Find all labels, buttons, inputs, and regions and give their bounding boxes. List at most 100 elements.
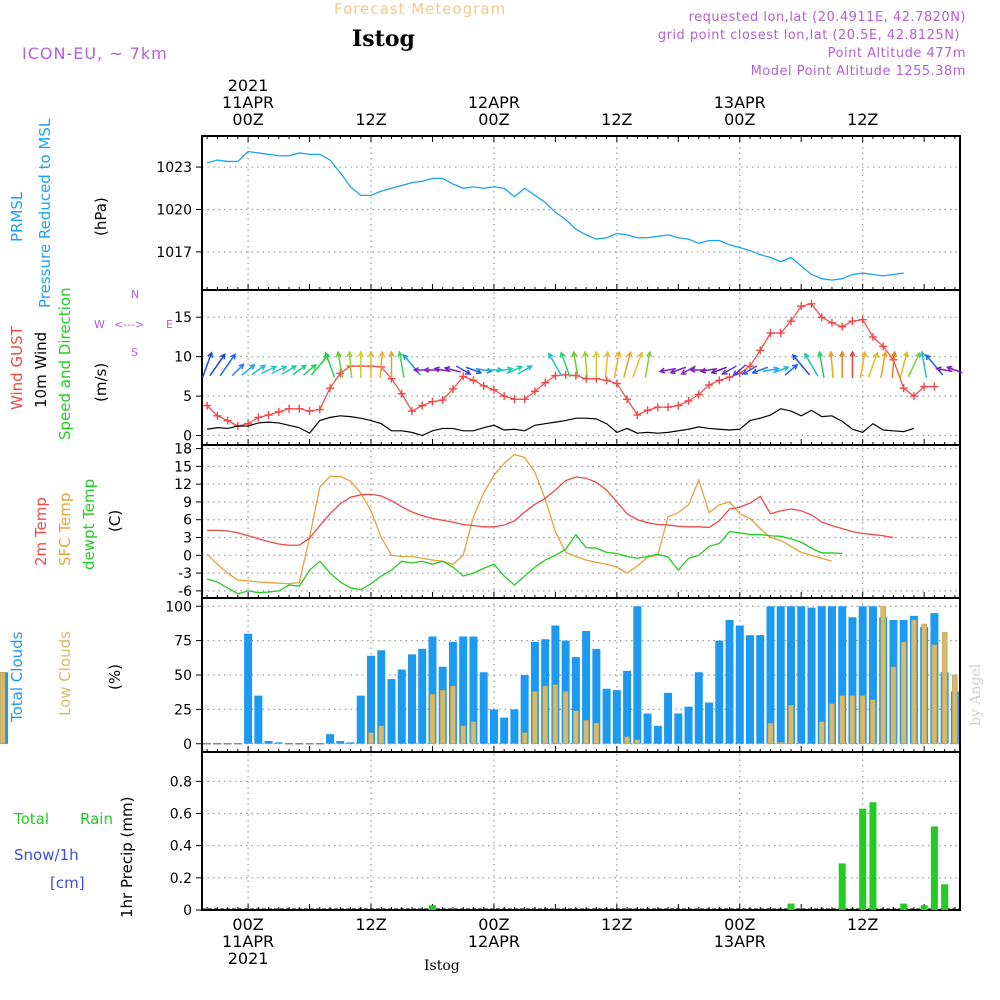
wind-arrow — [859, 350, 868, 378]
wind-arrow — [839, 350, 846, 378]
low-cloud-bar — [583, 720, 589, 744]
wind-arrow-shaft — [947, 366, 963, 374]
wind-arrow-shaft — [310, 354, 329, 376]
wind-arrow-head — [367, 350, 375, 357]
precip-ytick-label: 0.4 — [170, 839, 192, 855]
wind-arrow-head — [626, 350, 633, 358]
wind-arrow-head — [903, 350, 909, 358]
wind-arrow-head — [604, 350, 611, 357]
wind-arrow-head — [310, 363, 317, 370]
top-time-label: 00Z — [232, 110, 264, 129]
wind-arrow-head — [402, 353, 409, 361]
temperature-ytick-label: -6 — [178, 584, 192, 600]
low-cloud-bar — [624, 736, 630, 744]
precip-ytick-label: 0.2 — [170, 871, 192, 887]
precip-ytick-label: 0.8 — [170, 774, 192, 790]
temperature-ytick-label: 18 — [174, 442, 192, 458]
wind-arrow-shaft — [251, 364, 266, 376]
wind-arrow-shaft — [859, 352, 866, 378]
wind-arrow — [367, 350, 375, 378]
total-cloud-bar — [274, 742, 283, 744]
wind-arrow-shaft — [517, 365, 532, 375]
chart-title: Forecast Meteogram — [334, 0, 507, 18]
total-cloud-bar — [602, 688, 611, 744]
wind-arrow-head — [891, 350, 898, 357]
wind-arrow-head — [881, 350, 888, 358]
footer-location: Istog — [424, 958, 460, 974]
wind-arrow-head — [925, 353, 931, 361]
wind-arrow-shaft — [867, 352, 879, 378]
rain-bar — [859, 808, 867, 910]
low-cloud-bar — [880, 606, 886, 744]
location-title: Istog — [352, 26, 415, 52]
wind-arrow-head — [290, 365, 298, 371]
wind-arrow-shaft — [830, 351, 834, 379]
wind-arrow-shaft — [496, 367, 513, 373]
wind-arrow-head — [791, 353, 798, 361]
wind-arrow-shaft — [804, 353, 819, 377]
wind-arrow-shaft — [292, 364, 307, 376]
wind-arrow-shaft — [475, 367, 492, 373]
low-cloud-bar — [460, 725, 466, 744]
pressure-panel: 1017 1020 1023 — [156, 136, 960, 290]
wind-arrow — [582, 350, 589, 379]
rain-bar — [787, 903, 795, 910]
wind-arrow — [791, 353, 811, 376]
wind-rose-arrows: <---> — [114, 318, 145, 331]
total-cloud-bar — [428, 636, 437, 744]
wind-arrow-head — [732, 370, 739, 377]
wind-arrow-shaft — [880, 352, 887, 378]
total-cloud-bar — [510, 709, 519, 744]
wind-arrow — [443, 366, 461, 373]
model-altitude: Model Point Altitude 1255.38m — [750, 64, 966, 79]
total-cloud-bar — [838, 606, 847, 744]
low-cloud-bar — [378, 725, 385, 744]
rain-bar — [900, 903, 908, 910]
wind-arrow — [231, 363, 245, 377]
temperature-ytick-label: 3 — [183, 531, 192, 547]
wind-arrow-shaft — [548, 353, 563, 377]
wind-arrow-head — [397, 350, 404, 358]
wind-arrow — [593, 350, 600, 378]
wind-arrow — [644, 350, 653, 378]
top-time-label: 12Z — [601, 110, 633, 129]
wind-arrow-shaft — [784, 364, 798, 376]
rain-label-rain: Rain — [80, 810, 113, 828]
wind-arrow-head — [433, 366, 440, 373]
wind-arrow-head — [516, 365, 524, 372]
total-cloud-bar — [571, 657, 580, 744]
wind-arrow — [741, 365, 758, 375]
bottom-time-label: 12Z — [355, 915, 387, 934]
top-time-label: 12APR — [467, 93, 520, 112]
total-cloud-bar — [694, 672, 703, 744]
wind-arrow-head — [919, 350, 926, 358]
pressure-ytick-label: 1023 — [156, 160, 192, 176]
total-cloud-bar — [643, 713, 652, 744]
point-altitude: Point Altitude 477m — [827, 46, 966, 61]
wind-arrow-head — [220, 353, 226, 360]
total-cloud-bar — [735, 625, 744, 744]
rain-bar — [428, 905, 436, 910]
clouds-ytick-label: 25 — [174, 702, 192, 718]
total-cloud-bar — [264, 741, 273, 744]
low-cloud-bar — [634, 739, 641, 744]
wind-arrow — [271, 365, 288, 375]
wind-arrow — [335, 350, 344, 378]
wind-arrow-head — [475, 368, 483, 375]
wind-arrow — [732, 364, 747, 377]
total-cloud-bar — [582, 631, 591, 744]
total-cloud-bar — [674, 713, 683, 744]
total-cloud-bar — [725, 620, 734, 744]
low-cloud-bar — [429, 694, 436, 744]
wind-arrow-head — [839, 350, 846, 357]
clouds-ytick-label: 0 — [183, 737, 192, 753]
wind-arrow — [571, 350, 579, 378]
wind-arrow-shaft — [752, 366, 769, 374]
wind-arrow-head — [443, 366, 451, 372]
wind-arrow-head — [281, 365, 288, 372]
dewpt-line — [206, 530, 843, 595]
rain-bar — [838, 863, 846, 910]
wind-arrow-head — [751, 368, 758, 375]
top-time-label: 00Z — [724, 110, 756, 129]
wind-ytick-label: 0 — [183, 429, 192, 445]
